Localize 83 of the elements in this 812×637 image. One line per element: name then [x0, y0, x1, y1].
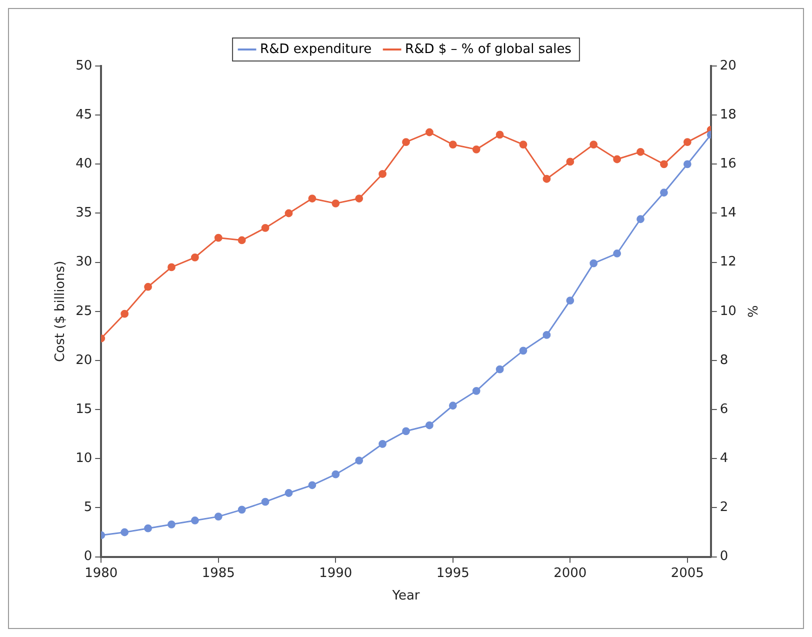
point: [566, 158, 574, 166]
y2-tick-label: 4: [720, 451, 728, 466]
y-tick-label: 50: [76, 58, 92, 74]
y-tick-label: 45: [76, 107, 92, 122]
point: [613, 155, 622, 164]
y2-tick-label: 14: [720, 206, 736, 221]
y-tick-label: 5: [84, 500, 92, 516]
point: [190, 253, 199, 262]
y2-tick-label: 8: [720, 352, 728, 368]
point: [519, 346, 528, 355]
point: [660, 160, 668, 168]
y-tick-label: 0: [84, 549, 92, 564]
point: [660, 188, 668, 197]
point: [332, 199, 340, 208]
point: [308, 481, 316, 490]
point: [284, 209, 293, 218]
point: [214, 234, 222, 242]
y2-tick-label: 20: [720, 58, 736, 74]
point: [144, 282, 152, 291]
point: [261, 224, 270, 232]
point: [261, 498, 270, 506]
point: [168, 263, 176, 272]
point: [566, 296, 574, 305]
point: [355, 456, 364, 465]
point: [636, 215, 644, 224]
point: [448, 402, 457, 410]
point: [355, 194, 364, 202]
point: [308, 194, 316, 202]
x-tick-label: 1990: [319, 566, 352, 581]
point: [448, 140, 457, 148]
y-tick-label: 25: [76, 304, 92, 319]
legend-label: R&D $ – % of global sales: [405, 42, 572, 57]
y2-axis-title: %: [744, 305, 759, 318]
x-axis-title: Year: [391, 588, 420, 604]
point: [683, 160, 692, 168]
y-tick-label: 30: [76, 254, 92, 270]
point: [496, 130, 504, 139]
point: [542, 331, 551, 339]
point: [590, 140, 598, 148]
point: [496, 365, 504, 374]
y2-tick-label: 0: [720, 549, 728, 564]
point: [519, 140, 528, 148]
point: [378, 170, 386, 178]
y-tick-label: 35: [76, 206, 92, 221]
point: [636, 148, 644, 156]
point: [238, 506, 246, 514]
point: [332, 470, 340, 478]
y-tick-label: 10: [76, 451, 92, 466]
y2-tick-label: 12: [720, 254, 736, 270]
point: [426, 128, 434, 136]
x-tick-label: 1985: [202, 566, 235, 581]
point: [214, 512, 222, 521]
point: [168, 520, 176, 528]
point: [144, 524, 152, 532]
point: [402, 427, 410, 436]
y2-tick-label: 18: [720, 107, 736, 122]
x-tick-label: 1995: [436, 566, 470, 581]
point: [472, 386, 480, 395]
point: [402, 138, 410, 146]
point: [613, 250, 622, 258]
point: [542, 174, 551, 183]
y2-tick-label: 2: [720, 500, 728, 516]
point: [472, 145, 480, 154]
point: [426, 421, 434, 430]
y2-tick-label: 6: [720, 402, 728, 417]
point: [683, 138, 692, 146]
point: [378, 440, 386, 448]
y2-tick-label: 16: [720, 156, 736, 172]
y-axis-title: Cost ($ billions): [53, 260, 68, 362]
x-tick-label: 1980: [84, 566, 118, 581]
point: [120, 528, 129, 536]
point: [190, 516, 199, 524]
point: [120, 310, 129, 318]
legend-label: R&D expenditure: [260, 42, 372, 57]
point: [238, 236, 246, 244]
y2-tick-label: 10: [720, 304, 736, 319]
y-tick-label: 40: [76, 156, 92, 172]
y-tick-label: 15: [76, 402, 92, 417]
point: [590, 259, 598, 268]
y-tick-label: 20: [76, 352, 92, 368]
x-tick-label: 2005: [670, 566, 704, 581]
x-tick-label: 2000: [554, 566, 587, 581]
point: [284, 489, 293, 497]
